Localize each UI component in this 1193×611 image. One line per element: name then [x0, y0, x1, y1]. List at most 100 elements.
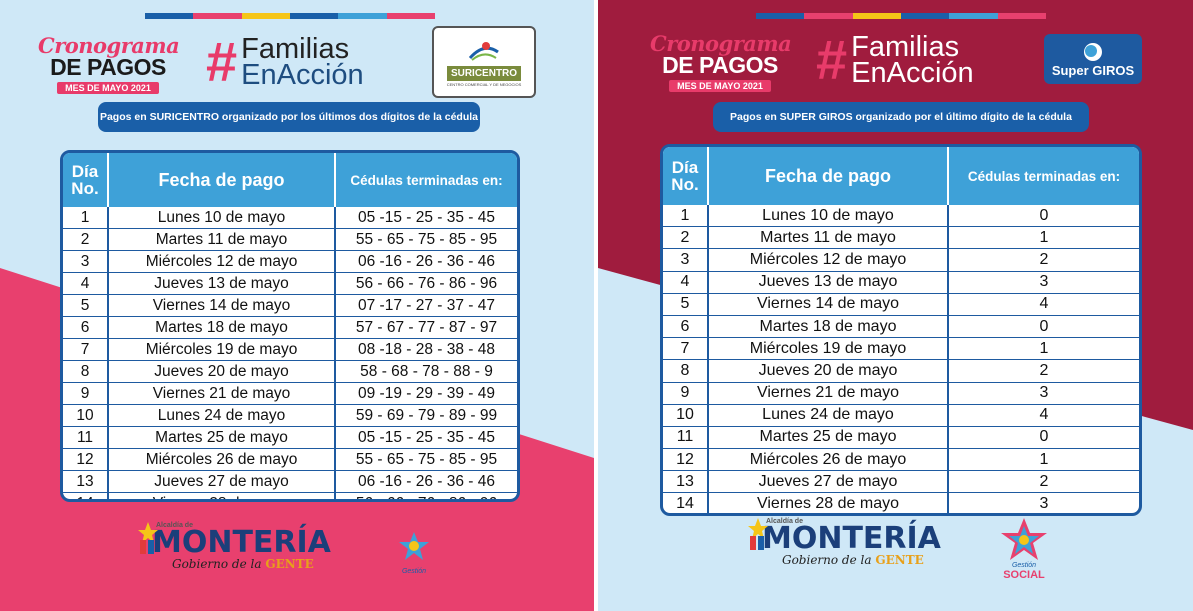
- table-row: 9 Viernes 21 de mayo 09 -19 - 29 - 39 - 49: [63, 383, 517, 405]
- cell-day: 8: [663, 360, 709, 382]
- cell-day: 12: [663, 449, 709, 471]
- gestion-social-text: Gestión SOCIAL: [386, 568, 442, 586]
- suricentro-emblem-icon: [468, 41, 499, 61]
- cell-ids: 59 - 69 - 79 - 89 - 99: [355, 406, 498, 424]
- table-row: 10 Lunes 24 de mayo 4: [663, 404, 1139, 427]
- gestion-social-star-icon: [1001, 518, 1047, 560]
- cell-day: 10: [63, 405, 109, 426]
- familias-logo: # Familias EnAcción: [206, 34, 364, 90]
- title-month: MES DE MAYO 2021: [669, 80, 771, 92]
- table-row: 2 Martes 11 de mayo 1: [663, 227, 1139, 250]
- cell-ids: 05 -15 - 25 - 35 - 45: [358, 208, 495, 226]
- cell-date: Jueves 13 de mayo: [109, 273, 336, 294]
- cell-date: Lunes 10 de mayo: [109, 207, 336, 228]
- table-row: 14 Viernes 28 de mayo 3: [663, 493, 1139, 513]
- cell-ids: 1: [1039, 339, 1049, 357]
- cell-day: 13: [63, 471, 109, 492]
- cell-day: 3: [63, 251, 109, 272]
- schedule-title: Cronograma DE PAGOS MES DE MAYO 2021: [38, 35, 180, 96]
- cell-date: Martes 11 de mayo: [709, 227, 949, 249]
- header-day: Día No.: [663, 147, 709, 205]
- cell-day: 1: [663, 205, 709, 227]
- brand-line1: Familias: [241, 33, 350, 65]
- alcaldia-name: MONTERÍA: [152, 525, 331, 560]
- cell-date: Jueves 27 de mayo: [109, 471, 336, 492]
- cell-ids: 55 - 65 - 75 - 85 - 95: [355, 230, 498, 248]
- cell-day: 10: [663, 404, 709, 426]
- cell-day: 11: [663, 426, 709, 449]
- cell-date: Jueves 27 de mayo: [709, 471, 949, 493]
- cell-day: 9: [63, 383, 109, 404]
- cell-day: 7: [63, 339, 109, 360]
- table-body: 1 Lunes 10 de mayo 0 2 Martes 11 de mayo 1 3 Mi…: [663, 205, 1139, 513]
- header-ids: Cédulas terminadas en:: [967, 168, 1121, 184]
- table-row: 5 Viernes 14 de mayo 07 -17 - 27 - 37 - 47: [63, 295, 517, 317]
- table-row: 10 Lunes 24 de mayo 59 - 69 - 79 - 89 - 99: [63, 405, 517, 427]
- table-row: 5 Viernes 14 de mayo 4: [663, 293, 1139, 316]
- alcaldia-small: Alcaldía de: [766, 518, 803, 525]
- cell-ids: 3: [1039, 495, 1049, 513]
- brand-line2: EnAcción: [851, 57, 974, 89]
- table-row: 7 Miércoles 19 de mayo 08 -18 - 28 - 38 - …: [63, 339, 517, 361]
- cell-day: 2: [663, 227, 709, 249]
- cell-date: Miércoles 12 de mayo: [109, 251, 336, 272]
- cell-day: 7: [663, 338, 709, 360]
- cell-date: Jueves 20 de mayo: [709, 360, 949, 382]
- brand-line1: Familias: [851, 31, 960, 63]
- cell-ids: 1: [1039, 228, 1049, 246]
- cell-day: 6: [63, 317, 109, 338]
- cell-ids: 1: [1039, 450, 1049, 468]
- subtitle-banner: Pagos en SUPER GIROS organizado por el ú…: [713, 102, 1089, 132]
- cell-ids: 09 -19 - 29 - 39 - 49: [358, 384, 495, 402]
- title-main: DE PAGOS: [50, 54, 166, 80]
- cell-ids: 06 -16 - 26 - 36 - 46: [358, 472, 495, 490]
- slogan-b: GENTE: [875, 553, 924, 567]
- table-row: 11 Martes 25 de mayo 05 -15 - 25 - 35 - 45: [63, 427, 517, 449]
- gestion-social-text: Gestión SOCIAL: [996, 562, 1052, 581]
- header-date: Fecha de pago: [109, 153, 336, 207]
- cell-ids: 08 -18 - 28 - 38 - 48: [358, 340, 495, 358]
- cell-date: Martes 18 de mayo: [709, 315, 949, 338]
- cell-ids: 3: [1039, 384, 1049, 402]
- cell-date: Viernes 28 de mayo: [709, 493, 949, 513]
- header-ids: Cédulas terminadas en:: [350, 172, 503, 188]
- cell-ids: 57 - 67 - 77 - 87 - 97: [355, 318, 498, 336]
- table-row: 3 Miércoles 12 de mayo 06 -16 - 26 - 36 - …: [63, 251, 517, 273]
- monteria-star-icon: [748, 518, 768, 550]
- cell-date: Lunes 24 de mayo: [709, 404, 949, 426]
- table-header: Día No. Fecha de pago Cédulas terminadas…: [63, 153, 517, 207]
- table-body: 1 Lunes 10 de mayo 05 -15 - 25 - 35 - 45 2 M…: [63, 207, 517, 499]
- cell-day: 1: [63, 207, 109, 228]
- schedule-title: Cronograma DE PAGOS MES DE MAYO 2021: [650, 33, 792, 94]
- alcaldia-logo: Alcaldía de MONTERÍA Gobierno de la GENT…: [138, 522, 331, 571]
- cell-ids: 55 - 65 - 75 - 85 - 95: [355, 450, 498, 468]
- cell-date: Martes 11 de mayo: [109, 229, 336, 250]
- cell-date: Martes 25 de mayo: [709, 426, 949, 449]
- cell-day: 8: [63, 361, 109, 382]
- gestion-social-star-icon: [391, 524, 437, 566]
- cell-date: Miércoles 19 de mayo: [109, 339, 336, 360]
- cell-ids: 4: [1039, 295, 1049, 313]
- table-row: 13 Jueves 27 de mayo 06 -16 - 26 - 36 - 46: [63, 471, 517, 493]
- cell-date: Jueves 13 de mayo: [709, 271, 949, 293]
- cell-ids: 0: [1039, 317, 1049, 335]
- slogan-b: GENTE: [265, 557, 314, 571]
- table-row: 11 Martes 25 de mayo 0: [663, 426, 1139, 450]
- supergiros-name: Super GIROS: [1051, 62, 1135, 78]
- header-day: Día No.: [63, 153, 109, 207]
- table-row: 6 Martes 18 de mayo 0: [663, 315, 1139, 339]
- cell-day: 14: [663, 493, 709, 513]
- cell-day: 4: [63, 273, 109, 294]
- cell-date: Miércoles 26 de mayo: [109, 449, 336, 470]
- table-row: 4 Jueves 13 de mayo 3: [663, 271, 1139, 294]
- table-header: Día No. Fecha de pago Cédulas terminadas…: [663, 147, 1139, 205]
- table-row: 1 Lunes 10 de mayo 05 -15 - 25 - 35 - 45: [63, 207, 517, 229]
- hashtag-icon: #: [206, 30, 238, 93]
- poster-suricentro: Cronograma DE PAGOS MES DE MAYO 2021 # F…: [0, 0, 594, 611]
- cell-date: Viernes 14 de mayo: [109, 295, 336, 316]
- table-row: 6 Martes 18 de mayo 57 - 67 - 77 - 87 - 97: [63, 317, 517, 339]
- table-row: 7 Miércoles 19 de mayo 1: [663, 338, 1139, 361]
- suricentro-name: SURICENTRO: [446, 65, 522, 81]
- table-row: 13 Jueves 27 de mayo 2: [663, 471, 1139, 494]
- cell-date: Miércoles 19 de mayo: [709, 338, 949, 360]
